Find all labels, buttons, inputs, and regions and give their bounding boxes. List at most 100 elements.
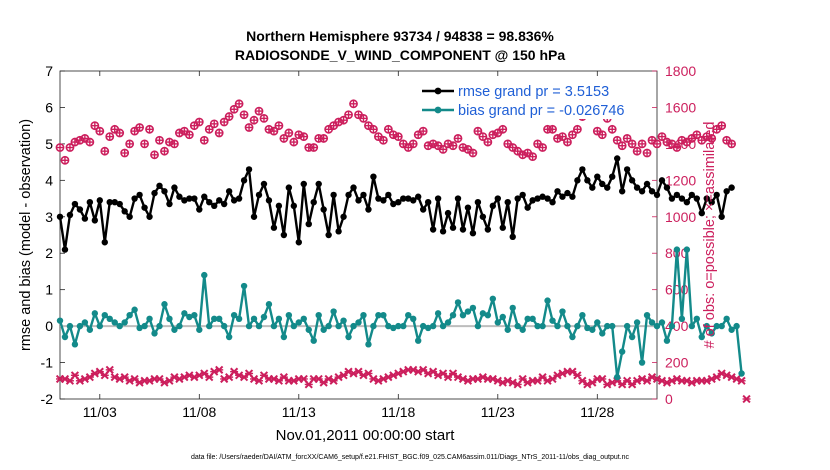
rmse-point <box>524 204 531 211</box>
bias-point <box>56 317 64 324</box>
bias-point <box>245 322 253 330</box>
bias-point <box>151 330 158 337</box>
bias-point <box>141 322 148 330</box>
rmse-point <box>604 184 611 191</box>
bias-point <box>81 319 89 326</box>
bias-point <box>718 322 725 330</box>
bias-point <box>285 311 293 319</box>
bias-point <box>454 299 462 306</box>
bias-point <box>211 315 218 323</box>
y-right-tick-label: 400 <box>665 318 689 334</box>
bias-point <box>405 311 412 319</box>
rmse-point <box>235 195 243 202</box>
bias-point <box>469 304 477 312</box>
bias-point <box>484 311 492 319</box>
rmse-point <box>151 189 158 197</box>
bias-point <box>559 308 566 315</box>
bias-point <box>410 315 417 323</box>
bias-point <box>574 322 581 330</box>
rmse-point <box>350 184 357 191</box>
x-tick-label: 11/13 <box>282 404 316 420</box>
bias-point <box>340 317 347 324</box>
bias-point <box>509 304 516 312</box>
x-axis-label: Nov.01,2011 00:00:00 start <box>276 427 456 444</box>
rmse-point <box>539 193 546 200</box>
legend-label: bias grand pr = -0.026746 <box>458 103 624 119</box>
rmse-point <box>385 191 392 199</box>
rmse-point <box>71 200 79 208</box>
rmse-point <box>126 213 133 220</box>
bias-point <box>723 315 730 323</box>
x-tick-label: 11/28 <box>580 404 614 420</box>
rmse-point <box>579 166 586 173</box>
rmse-point <box>280 231 288 239</box>
rmse-point <box>723 188 730 195</box>
rmse-point <box>136 191 143 199</box>
y-right-tick-label: 1000 <box>665 209 696 225</box>
bias-point <box>106 315 113 323</box>
bias-point <box>584 324 591 332</box>
legend: rmse grand pr = 3.5153 bias grand pr = -0… <box>420 81 648 119</box>
bias-point <box>186 313 193 321</box>
rmse-point <box>166 200 173 208</box>
bias-point <box>86 326 94 333</box>
rmse-point <box>683 199 691 206</box>
bias-point <box>295 319 302 326</box>
rmse-point <box>161 188 168 195</box>
bias-point <box>265 301 273 308</box>
rmse-point <box>96 197 104 204</box>
bias-point <box>544 297 551 304</box>
y-axis-right-label: # of obs: o=possible; ×=assimilated <box>702 122 718 349</box>
bias-point <box>216 315 223 323</box>
rmse-point <box>454 195 462 202</box>
bias-point <box>171 326 178 333</box>
bias-point <box>255 322 263 330</box>
bias-point <box>569 333 576 341</box>
bias-point <box>479 310 487 317</box>
x-tick-label: 11/23 <box>481 404 515 420</box>
rmse-point <box>305 220 312 228</box>
rmse-point <box>633 184 641 191</box>
bias-point <box>290 322 298 330</box>
rmse-point <box>623 166 631 173</box>
bias-point <box>474 322 482 330</box>
bias-point <box>549 317 556 324</box>
rmse-point <box>718 213 725 220</box>
bias-point <box>370 322 377 330</box>
footer-data-file: data file: /Users/raeder/DAI/ATM_forcXX/… <box>191 454 630 461</box>
rmse-point <box>81 215 89 222</box>
rmse-point <box>390 200 397 208</box>
legend-label: rmse grand pr = 3.5153 <box>458 84 609 100</box>
bias-point <box>101 311 108 319</box>
bias-point <box>375 311 382 319</box>
bias-point <box>196 326 203 333</box>
series-layer <box>55 99 751 404</box>
rmse-point <box>156 182 163 189</box>
rmse-point <box>728 184 735 191</box>
bias-point <box>161 301 168 308</box>
bias-point <box>499 313 506 321</box>
rmse-point <box>614 155 621 162</box>
bias-point <box>275 315 283 323</box>
bias-point <box>230 311 238 319</box>
rmse-point <box>76 206 84 213</box>
bias-point <box>554 322 561 330</box>
rmse-point <box>405 195 412 202</box>
bias-point <box>131 306 138 313</box>
bias-point <box>419 322 427 330</box>
bias-point <box>66 322 74 330</box>
y-left-tick-label: 7 <box>45 63 53 79</box>
rmse-point <box>300 180 307 188</box>
bias-point <box>529 315 536 323</box>
bias-point <box>579 311 586 319</box>
rmse-point <box>250 213 258 220</box>
bias-point <box>111 319 118 326</box>
rmse-point <box>529 197 536 204</box>
rmse-point <box>295 239 302 246</box>
rmse-point <box>643 180 651 188</box>
y-right-tick-label: 0 <box>665 391 673 407</box>
rmse-point <box>648 188 656 195</box>
bias-point <box>604 322 611 330</box>
rmse-point <box>106 199 113 206</box>
bias-point <box>91 310 99 317</box>
